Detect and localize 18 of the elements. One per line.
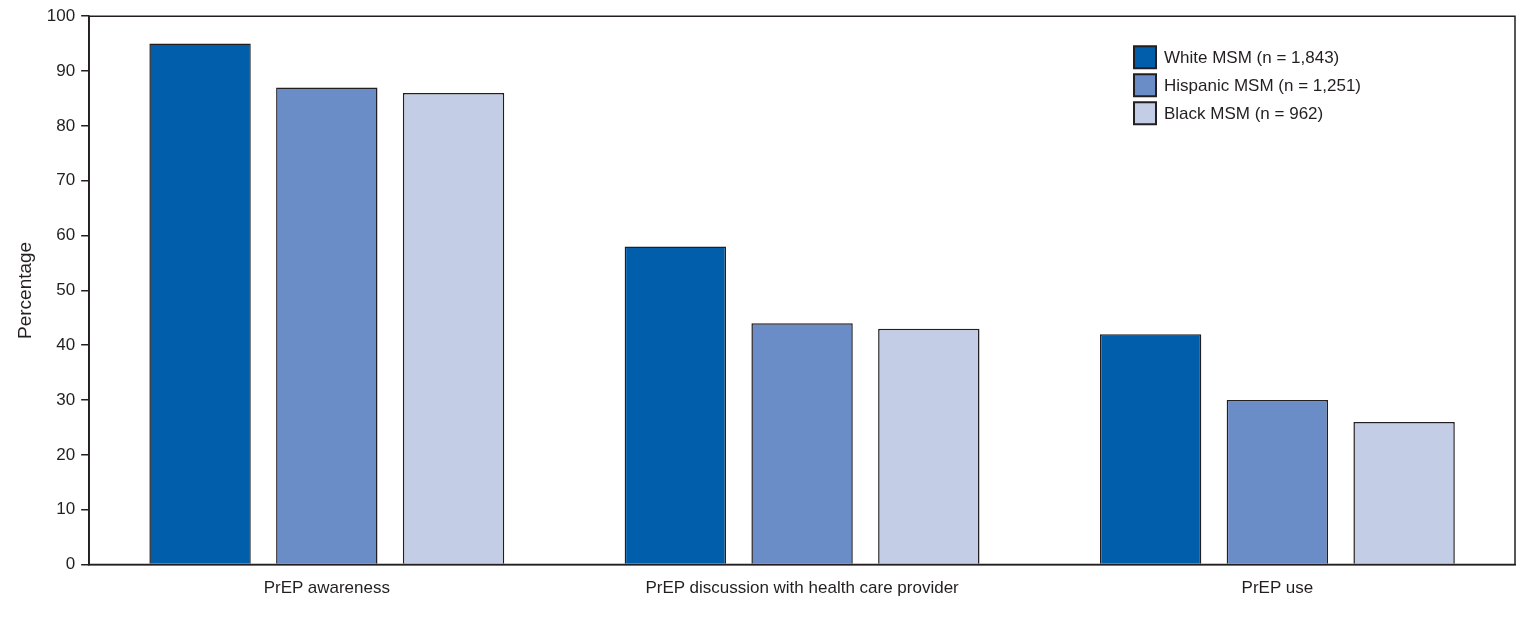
legend-label: Black MSM (n = 962) — [1164, 103, 1324, 123]
y-tick-label: 80 — [56, 115, 76, 135]
y-tick-label: 10 — [56, 499, 76, 519]
y-tick-label: 60 — [56, 225, 76, 245]
x-tick-label: PrEP use — [1241, 578, 1314, 598]
y-tick-label: 100 — [46, 5, 76, 25]
y-tick-label: 20 — [56, 444, 76, 464]
x-tick-label: PrEP awareness — [263, 578, 390, 598]
y-tick-label: 50 — [56, 280, 76, 300]
y-tick-label: 70 — [56, 170, 76, 190]
y-tick-label: 40 — [56, 334, 76, 354]
y-tick-label: 0 — [65, 554, 76, 574]
legend-label: White MSM (n = 1,843) — [1164, 47, 1340, 67]
y-tick-label: 30 — [56, 389, 76, 409]
legend-label: Hispanic MSM (n = 1,251) — [1164, 75, 1362, 95]
y-axis-title: Percentage — [13, 241, 35, 339]
x-tick-label: PrEP discussion with health care provider — [645, 578, 960, 598]
y-tick-label: 90 — [56, 60, 76, 80]
